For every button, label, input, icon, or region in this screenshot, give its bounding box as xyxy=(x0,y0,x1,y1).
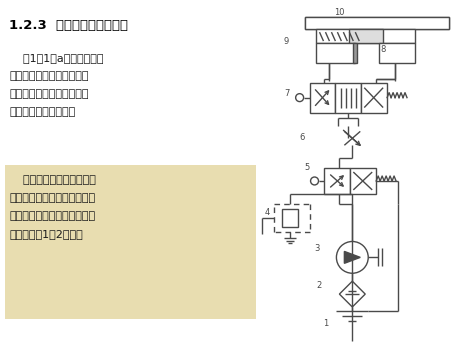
Text: 1.2.3  液压系统的图形符号: 1.2.3 液压系统的图形符号 xyxy=(9,19,128,32)
Bar xyxy=(336,83,361,113)
Bar xyxy=(282,209,298,226)
Bar xyxy=(350,168,376,194)
Bar xyxy=(349,29,383,43)
Polygon shape xyxy=(345,251,360,263)
Bar xyxy=(5,165,256,319)
Text: 3: 3 xyxy=(315,245,320,253)
Text: 5: 5 xyxy=(305,163,310,172)
Text: 1: 1 xyxy=(323,319,329,328)
Circle shape xyxy=(337,241,368,273)
Text: 6: 6 xyxy=(300,133,305,142)
Text: 8: 8 xyxy=(380,45,385,54)
Bar xyxy=(361,83,387,113)
Text: 在实际工作中，除少数特: 在实际工作中，除少数特 xyxy=(9,175,96,185)
Bar xyxy=(316,43,356,63)
Bar xyxy=(305,17,449,29)
Text: 图1．1（a）所示的液压: 图1．1（a）所示的液压 xyxy=(9,53,104,63)
Text: 7: 7 xyxy=(285,89,290,98)
Text: 殊情况外，一般都采用液压与: 殊情况外，一般都采用液压与 xyxy=(9,193,95,203)
Text: 10: 10 xyxy=(335,8,345,17)
Text: 作原理图。它直观性强，容: 作原理图。它直观性强，容 xyxy=(9,89,89,99)
Bar xyxy=(353,43,357,63)
Text: 易理解，但难于绘制。: 易理解，但难于绘制。 xyxy=(9,106,75,116)
Bar xyxy=(305,17,449,29)
Text: 绘制，如图1．2所示。: 绘制，如图1．2所示。 xyxy=(9,229,83,239)
Text: 气动图形符号（参看附录）来: 气动图形符号（参看附录）来 xyxy=(9,211,95,221)
Bar xyxy=(325,168,350,194)
Text: 9: 9 xyxy=(284,37,289,46)
Text: 2: 2 xyxy=(317,281,322,290)
Text: 4: 4 xyxy=(265,208,270,217)
Bar xyxy=(316,29,415,43)
Bar xyxy=(310,83,336,113)
Bar xyxy=(379,43,415,63)
Text: 系统图是一种半结构式的工: 系统图是一种半结构式的工 xyxy=(9,71,89,81)
